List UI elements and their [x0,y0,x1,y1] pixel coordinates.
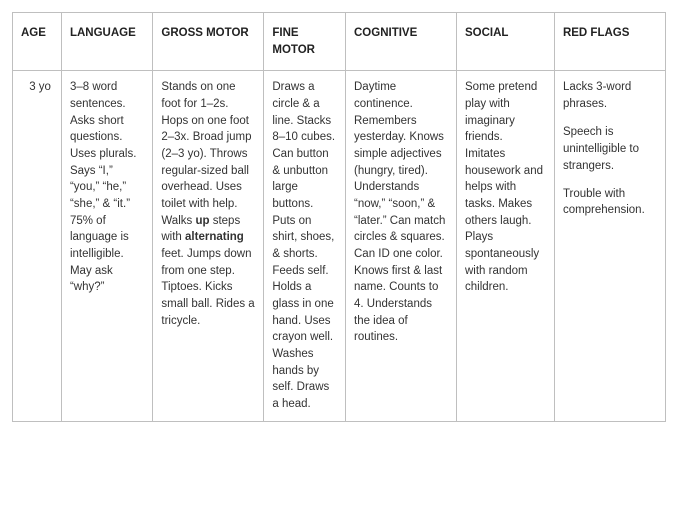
header-red-flags: RED FLAGS [554,13,665,71]
gm-text-pre: Stands on one foot for 1–2s. Hops on one… [161,81,251,226]
header-cognitive: COGNITIVE [346,13,457,71]
header-gross-motor: GROSS MOTOR [153,13,264,71]
gm-text-post: feet. Jumps down from one step. Tiptoes.… [161,248,254,327]
cell-social: Some pretend play with imaginary friends… [457,71,555,421]
header-social: SOCIAL [457,13,555,71]
red-flag-p3: Trouble with comprehension. [563,186,657,219]
header-fine-motor: FINE MOTOR [264,13,346,71]
gm-bold-up: up [195,215,209,227]
red-flag-p2: Speech is unintelligible to strangers. [563,124,657,174]
table-row: 3 yo 3–8 word sentences. Asks short ques… [13,71,666,421]
header-age: AGE [13,13,62,71]
cell-red-flags: Lacks 3-word phrases. Speech is unintell… [554,71,665,421]
header-language: LANGUAGE [61,13,152,71]
gm-bold-alternating: alternating [185,231,244,243]
header-row: AGE LANGUAGE GROSS MOTOR FINE MOTOR COGN… [13,13,666,71]
cell-cognitive: Daytime continence. Remembers yesterday.… [346,71,457,421]
milestones-table: AGE LANGUAGE GROSS MOTOR FINE MOTOR COGN… [12,12,666,422]
cell-language: 3–8 word sentences. Asks short questions… [61,71,152,421]
cell-gross-motor: Stands on one foot for 1–2s. Hops on one… [153,71,264,421]
cell-fine-motor: Draws a circle & a line. Stacks 8–10 cub… [264,71,346,421]
cell-age: 3 yo [13,71,62,421]
red-flag-p1: Lacks 3-word phrases. [563,79,657,112]
